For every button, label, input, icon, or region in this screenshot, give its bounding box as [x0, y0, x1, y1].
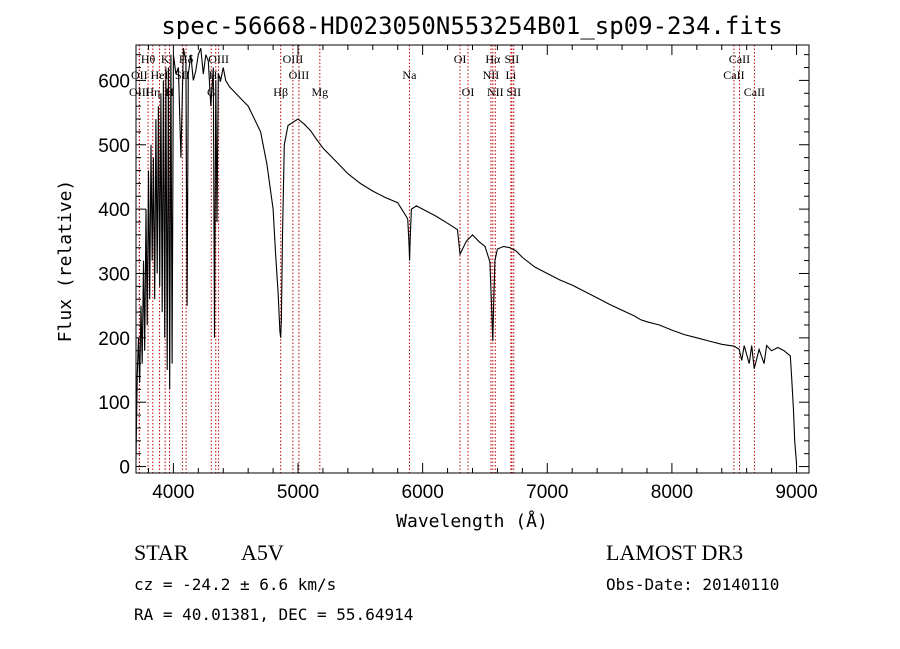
line-label: Li — [506, 68, 517, 82]
y-tick-label: 500 — [98, 136, 130, 157]
x-tick-label: 9000 — [775, 482, 817, 503]
x-tick-label: 8000 — [651, 482, 693, 503]
y-tick-label: 0 — [119, 458, 130, 479]
line-label: OII — [131, 68, 148, 82]
line-label: OI — [462, 85, 475, 99]
line-label: OIII — [283, 52, 304, 66]
chart-title: spec-56668-HD023050N553254B01_sp09-234.f… — [161, 12, 782, 40]
line-label: NII — [487, 85, 504, 99]
line-label: Hα — [485, 52, 501, 66]
plot-frame — [135, 44, 810, 474]
line-label: CaII — [744, 85, 765, 99]
obs-date: Obs-Date: 20140110 — [606, 575, 779, 594]
line-label: OIII — [129, 85, 150, 99]
line-label: HeI — [151, 68, 169, 82]
line-label: NII — [483, 68, 500, 82]
y-axis-label: Flux (relative) — [55, 180, 76, 343]
spectrum-line — [135, 48, 798, 464]
line-label: OIII — [289, 68, 310, 82]
line-label: CaII — [723, 68, 744, 82]
x-tick-label: 7000 — [526, 482, 568, 503]
y-tick-label: 400 — [98, 200, 130, 221]
x-axis-label: Wavelength (Å) — [396, 510, 548, 532]
ra-dec-coords: RA = 40.01381, DEC = 55.64914 — [134, 605, 413, 624]
line-label: Mg — [311, 85, 328, 99]
y-tick-label: 300 — [98, 264, 130, 285]
spectral-line-markers — [138, 45, 755, 473]
line-label: CaII — [729, 52, 750, 66]
line-label: OI — [454, 52, 467, 66]
object-class: STAR — [134, 540, 189, 565]
object-subclass: A5V — [241, 540, 284, 565]
x-tick-label: 4000 — [152, 482, 194, 503]
line-label: H — [165, 85, 174, 99]
line-label: Hθ — [141, 52, 156, 66]
line-label: Hη — [145, 85, 160, 99]
x-tick-label: 5000 — [277, 482, 319, 503]
redshift-value: cz = -24.2 ± 6.6 km/s — [134, 575, 336, 594]
line-label: SII — [506, 85, 521, 99]
line-label: Na — [402, 68, 417, 82]
line-label: Hβ — [273, 85, 288, 99]
y-tick-label: 100 — [98, 393, 130, 414]
line-label: SII — [505, 52, 520, 66]
x-tick-label: 6000 — [402, 482, 444, 503]
line-label: K — [161, 52, 170, 66]
axis-ticks: 4000 5000 6000 7000 8000 9000 0 100 200 300 400 500… — [98, 45, 818, 503]
line-label: OIII — [208, 52, 229, 66]
survey-name: LAMOST DR3 — [606, 540, 743, 565]
y-tick-label: 200 — [98, 329, 130, 350]
y-tick-label: 600 — [98, 71, 130, 92]
